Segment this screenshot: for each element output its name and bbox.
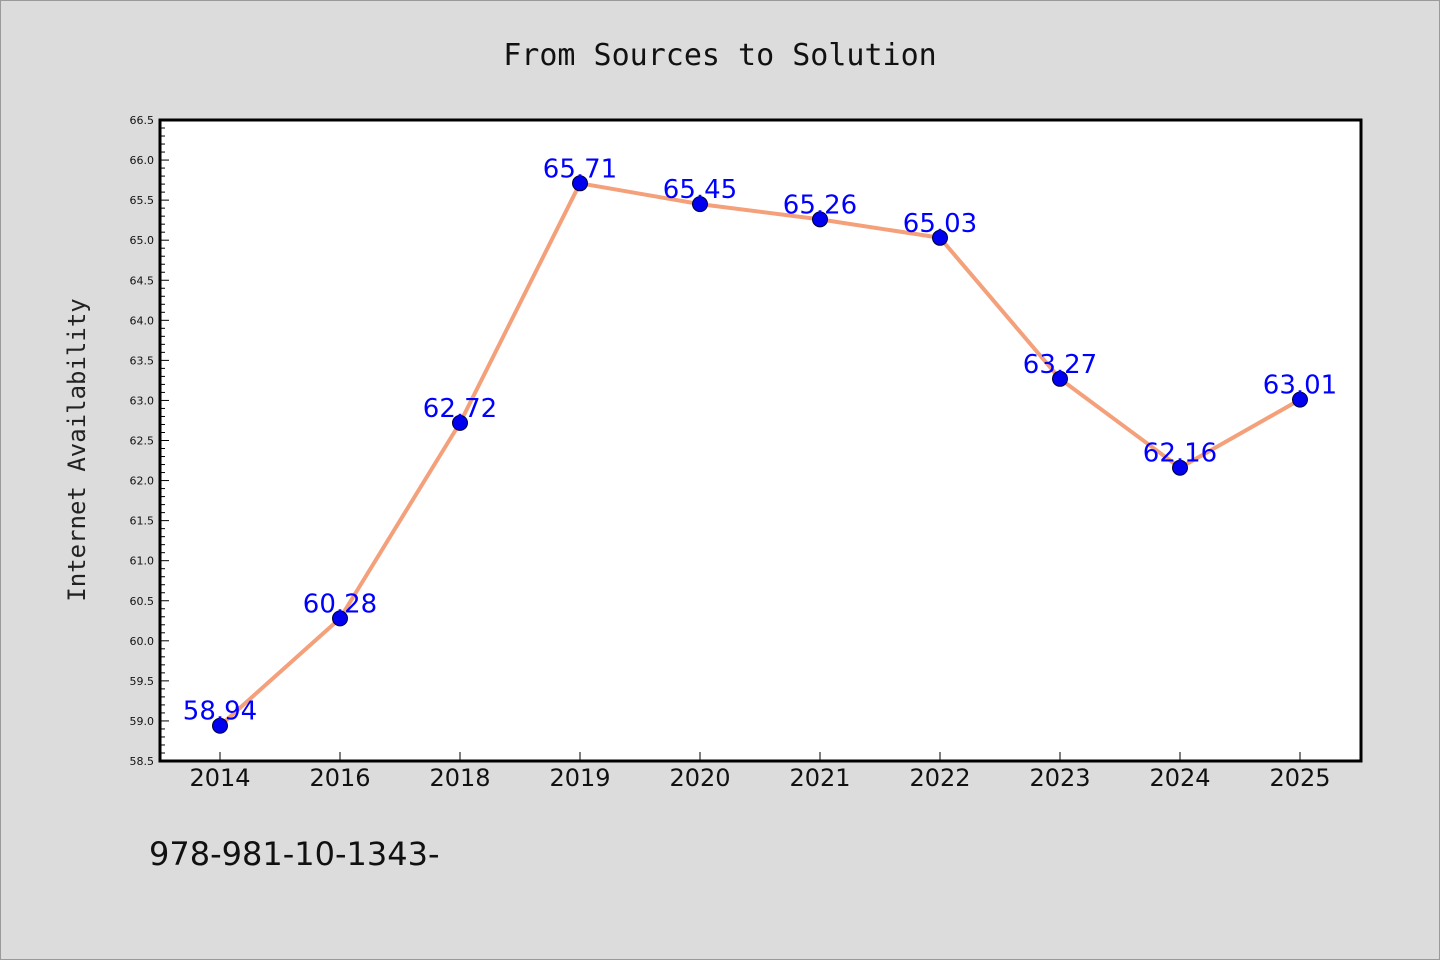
x-axis-ticks: 2014 2016 2018 2019 2020 2021 2022 2023 2024 2025 — [189, 752, 1331, 792]
data-label: 65.26 — [783, 190, 857, 220]
y-tick-label: 58.5 — [130, 755, 155, 768]
data-label: 62.72 — [423, 394, 497, 424]
data-label: 62.16 — [1143, 439, 1217, 469]
y-tick-label: 63.0 — [130, 394, 155, 407]
data-label: 63.27 — [1023, 350, 1097, 380]
x-tick-label: 2024 — [1149, 764, 1210, 792]
data-label: 58.94 — [183, 697, 257, 727]
y-tick-label: 61.5 — [130, 515, 155, 528]
data-label: 65.71 — [543, 154, 617, 184]
plot-border — [158, 118, 1363, 763]
x-tick-label: 2022 — [909, 764, 970, 792]
data-point — [812, 211, 828, 228]
y-tick-label: 65.5 — [130, 194, 155, 207]
data-point — [332, 610, 348, 627]
x-tick-label: 2019 — [549, 764, 610, 792]
y-tick-label: 59.5 — [130, 675, 155, 688]
x-tick-label: 2018 — [429, 764, 490, 792]
y-axis-ticks: 58.5 59.0 59.5 60.0 60.5 61.0 61.5 62.0 62.5 63.0… — [130, 114, 169, 768]
data-point — [932, 229, 948, 246]
data-point — [692, 196, 708, 213]
x-tick-label: 2016 — [309, 764, 370, 792]
data-point — [1172, 459, 1188, 476]
series-markers — [212, 175, 1308, 734]
x-tick-label: 2014 — [189, 764, 250, 792]
data-label: 60.28 — [303, 589, 377, 619]
x-tick-label: 2025 — [1269, 764, 1330, 792]
data-label: 65.03 — [903, 209, 977, 239]
x-tick-label: 2021 — [789, 764, 850, 792]
y-tick-label: 60.5 — [130, 595, 155, 608]
y-tick-label: 65.0 — [130, 234, 155, 247]
y-tick-label: 59.0 — [130, 715, 155, 728]
y-tick-label: 62.5 — [130, 435, 155, 448]
x-tick-label: 2023 — [1029, 764, 1090, 792]
data-point — [1292, 391, 1308, 408]
y-tick-label: 63.5 — [130, 354, 155, 367]
footnote-isbn: 978-981-10-1343- — [149, 835, 440, 873]
chart-title: From Sources to Solution — [503, 38, 936, 73]
plot-area — [160, 120, 1361, 761]
series-line — [218, 181, 1301, 728]
y-tick-label: 64.0 — [130, 314, 155, 327]
y-tick-label: 66.5 — [130, 114, 155, 127]
y-tick-label: 61.0 — [130, 555, 155, 568]
y-axis-label: Internet Availability — [63, 298, 91, 601]
y-tick-label: 64.5 — [130, 274, 155, 287]
data-point — [212, 717, 228, 734]
data-point — [452, 414, 468, 431]
data-point — [572, 175, 588, 192]
y-tick-label: 60.0 — [130, 635, 155, 648]
x-tick-label: 2020 — [669, 764, 730, 792]
data-labels: 58.94 60.28 62.72 65.71 65.45 65.26 65.03 63.27… — [183, 154, 1337, 726]
y-tick-label: 62.0 — [130, 475, 155, 488]
y-tick-label: 66.0 — [130, 154, 155, 167]
data-label: 63.01 — [1263, 371, 1337, 401]
data-point — [1052, 370, 1068, 387]
data-label: 65.45 — [663, 175, 737, 205]
